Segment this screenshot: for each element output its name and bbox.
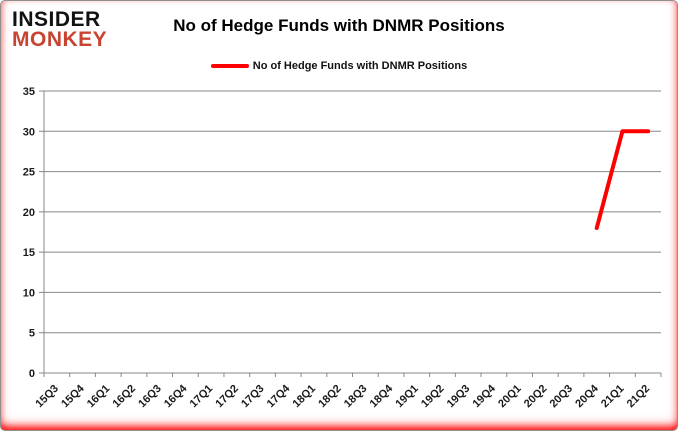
y-axis-tick-label: 0	[29, 368, 35, 380]
x-axis-tick-label: 19Q4	[470, 382, 498, 410]
y-axis-tick-label: 30	[23, 126, 35, 138]
x-axis-tick-label: 20Q2	[522, 383, 550, 411]
x-axis-tick-label: 16Q1	[85, 383, 113, 411]
x-axis-tick-label: 20Q3	[548, 383, 576, 411]
series-line	[594, 129, 651, 230]
x-axis-tick-label: 20Q1	[496, 383, 524, 411]
x-axis-tick-label: 21Q1	[599, 383, 627, 411]
legend: No of Hedge Funds with DNMR Positions	[1, 60, 677, 72]
x-axis-tick-label: 19Q1	[393, 383, 421, 411]
x-axis-tick-label: 18Q3	[342, 383, 370, 411]
logo-line2: MONKEY	[12, 27, 108, 51]
logo-line1: INSIDER	[12, 8, 101, 31]
chart-title: No of Hedge Funds with DNMR Positions	[173, 16, 505, 35]
x-axis-tick-label: 15Q3	[33, 383, 61, 411]
legend-line-marker	[210, 64, 249, 68]
x-axis-tick-label: 18Q1	[291, 383, 319, 411]
x-axis-tick-label: 21Q2	[625, 383, 653, 411]
x-axis-tick-label: 18Q2	[316, 383, 344, 411]
x-axis-tick-label: 18Q4	[368, 382, 396, 410]
x-axis-tick-label: 16Q2	[111, 383, 139, 411]
x-axis-tick-label: 16Q4	[162, 382, 190, 410]
legend-label: No of Hedge Funds with DNMR Positions	[252, 60, 468, 72]
x-axis-tick-label: 16Q3	[136, 383, 164, 411]
y-axis-tick-label: 35	[23, 86, 35, 98]
y-axis-tick-label: 20	[23, 207, 35, 219]
y-axis-tick-label: 25	[23, 167, 35, 179]
x-axis-tick-label: 17Q2	[213, 383, 241, 411]
y-axis-tick-label: 15	[23, 247, 35, 259]
x-axis-tick-label: 17Q3	[239, 383, 267, 411]
y-axis-tick-label: 5	[29, 328, 35, 340]
x-axis-tick-label: 17Q4	[265, 382, 293, 410]
x-axis-tick-label: 19Q3	[445, 383, 473, 411]
x-axis-tick-label: 20Q4	[573, 382, 601, 410]
x-axis-tick-label: 15Q4	[59, 382, 87, 410]
y-axis-tick-label: 10	[23, 287, 35, 299]
x-axis-tick-label: 19Q2	[419, 383, 447, 411]
x-axis-tick-label: 17Q1	[188, 383, 216, 411]
insider-monkey-logo: INSIDER MONKEY	[12, 8, 108, 51]
